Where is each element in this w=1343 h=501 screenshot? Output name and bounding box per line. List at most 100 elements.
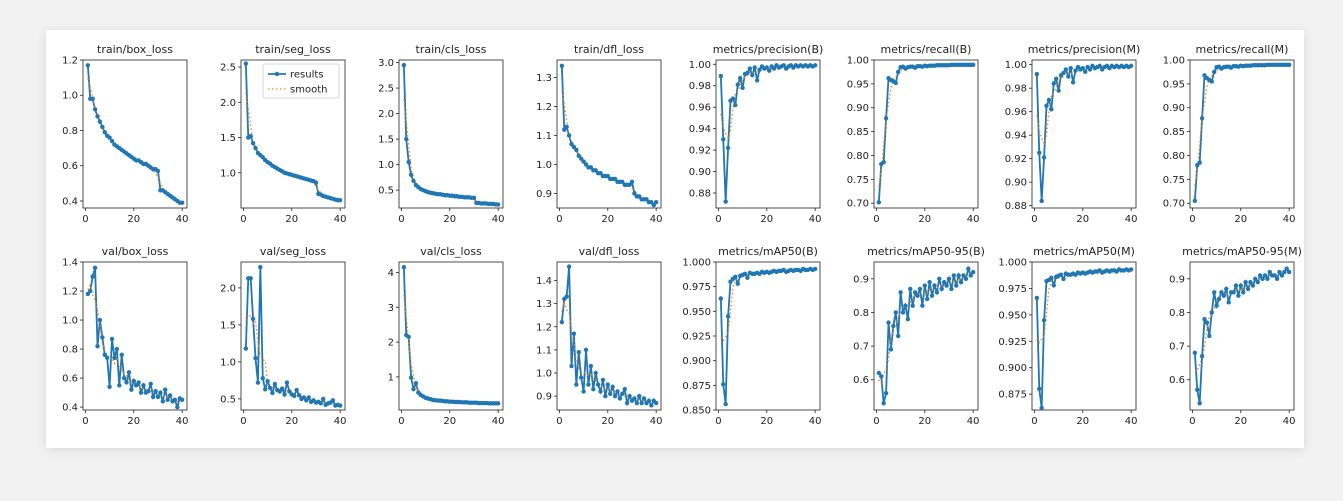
data-point bbox=[1219, 290, 1224, 295]
subplot-title: metrics/recall(M) bbox=[1196, 43, 1289, 56]
axes-frame bbox=[715, 261, 821, 411]
data-point bbox=[927, 279, 932, 285]
data-point bbox=[270, 390, 275, 396]
y-tick-label: 0.85 bbox=[1163, 127, 1185, 138]
subplot-title: train/seg_loss bbox=[255, 43, 331, 56]
data-point bbox=[85, 63, 91, 68]
data-point bbox=[401, 265, 407, 270]
x-tick-label: 0 bbox=[82, 214, 88, 225]
data-point bbox=[970, 62, 976, 67]
y-tick-label: 1.000 bbox=[998, 258, 1027, 269]
data-point bbox=[881, 401, 886, 406]
data-point bbox=[330, 398, 336, 403]
y-tick-label: 1.0 bbox=[536, 160, 552, 171]
data-point bbox=[248, 133, 253, 139]
data-point bbox=[571, 144, 577, 150]
data-point bbox=[1204, 320, 1210, 325]
data-point bbox=[1049, 275, 1054, 281]
data-point bbox=[764, 65, 769, 70]
data-point bbox=[104, 355, 110, 360]
y-tick-label: 0.7 bbox=[1169, 342, 1185, 353]
x-tick-label: 0 bbox=[873, 416, 879, 427]
data-point bbox=[617, 396, 623, 401]
data-point bbox=[1233, 283, 1239, 288]
subplot-7: metrics/recall(M) 0.70 0.75 0.80 0.85 0.90 0.9… bbox=[1163, 43, 1296, 225]
y-tick-label: 0.6 bbox=[1169, 375, 1185, 386]
data-point bbox=[411, 386, 416, 392]
y-tick-label: 2.0 bbox=[220, 283, 236, 294]
data-point bbox=[564, 294, 569, 299]
data-point bbox=[620, 179, 625, 185]
data-point bbox=[282, 392, 287, 397]
y-tick-label: 0.850 bbox=[682, 406, 711, 417]
data-point bbox=[1192, 350, 1198, 356]
subplot-3: train/dfl_loss 0.9 1.0 1.1 1.2 1.3 0 20 40 bbox=[536, 43, 662, 225]
y-tick-label: 0.875 bbox=[682, 381, 711, 392]
data-point bbox=[956, 273, 961, 278]
y-tick-label: 0.90 bbox=[847, 103, 869, 114]
data-point bbox=[1068, 66, 1073, 71]
data-point bbox=[1248, 279, 1253, 285]
subplot-0: train/box_loss 0.4 0.6 0.8 1.0 1.2 0 20 40 bbox=[62, 43, 188, 225]
data-point bbox=[1051, 81, 1056, 86]
y-tick-label: 1.5 bbox=[220, 320, 236, 331]
data-point bbox=[495, 401, 501, 406]
data-point bbox=[888, 347, 894, 352]
subplot-title: metrics/mAP50-95(M) bbox=[1182, 245, 1302, 258]
data-point bbox=[1214, 303, 1219, 308]
x-tick-label: 40 bbox=[334, 416, 347, 427]
data-point bbox=[968, 273, 973, 278]
data-point bbox=[737, 76, 743, 81]
data-point bbox=[1224, 286, 1229, 292]
data-point bbox=[97, 119, 103, 124]
y-tick-label: 0.8 bbox=[62, 126, 78, 137]
data-point bbox=[318, 401, 324, 406]
x-tick-label: 20 bbox=[1234, 416, 1247, 427]
data-point bbox=[915, 293, 920, 298]
data-point bbox=[881, 159, 886, 165]
subplot-title: metrics/mAP50-95(B) bbox=[867, 245, 985, 258]
data-point bbox=[1284, 266, 1289, 271]
data-point bbox=[1041, 155, 1047, 160]
data-point bbox=[1241, 290, 1246, 295]
x-tick-label: 0 bbox=[1031, 214, 1037, 225]
subplot-title: metrics/mAP50(B) bbox=[718, 245, 818, 258]
y-tick-label: 3 bbox=[388, 303, 394, 314]
data-point bbox=[321, 396, 326, 402]
y-tick-label: 1.2 bbox=[536, 322, 552, 333]
y-tick-label: 1.2 bbox=[536, 102, 552, 113]
data-point bbox=[284, 380, 290, 385]
data-point bbox=[109, 336, 115, 342]
data-point bbox=[932, 283, 937, 288]
data-point bbox=[653, 200, 659, 205]
data-point bbox=[615, 389, 620, 394]
data-point bbox=[102, 352, 107, 358]
y-tick-label: 0.9 bbox=[536, 189, 552, 200]
data-point bbox=[581, 159, 586, 164]
data-point bbox=[559, 63, 565, 68]
y-tick-label: 1.00 bbox=[847, 56, 869, 67]
y-tick-label: 0.925 bbox=[998, 337, 1027, 348]
data-point bbox=[576, 153, 581, 158]
x-tick-label: 40 bbox=[967, 214, 980, 225]
data-point bbox=[1265, 276, 1270, 282]
x-tick-label: 0 bbox=[240, 416, 246, 427]
data-point bbox=[1037, 150, 1042, 155]
x-tick-label: 20 bbox=[285, 416, 298, 427]
data-point bbox=[1097, 63, 1102, 69]
data-point bbox=[1226, 300, 1231, 305]
data-point bbox=[733, 102, 738, 108]
x-tick-label: 40 bbox=[809, 416, 822, 427]
subplot-title: val/dfl_loss bbox=[579, 245, 640, 258]
data-point bbox=[1192, 198, 1198, 204]
data-point bbox=[95, 114, 100, 119]
y-tick-label: 2.0 bbox=[220, 98, 236, 109]
data-point bbox=[1066, 74, 1071, 79]
y-tick-label: 1.5 bbox=[220, 133, 236, 144]
y-tick-label: 2.5 bbox=[378, 84, 394, 95]
data-point bbox=[1070, 80, 1076, 85]
x-tick-label: 40 bbox=[967, 416, 980, 427]
data-point bbox=[248, 276, 253, 281]
data-point bbox=[1245, 286, 1251, 292]
